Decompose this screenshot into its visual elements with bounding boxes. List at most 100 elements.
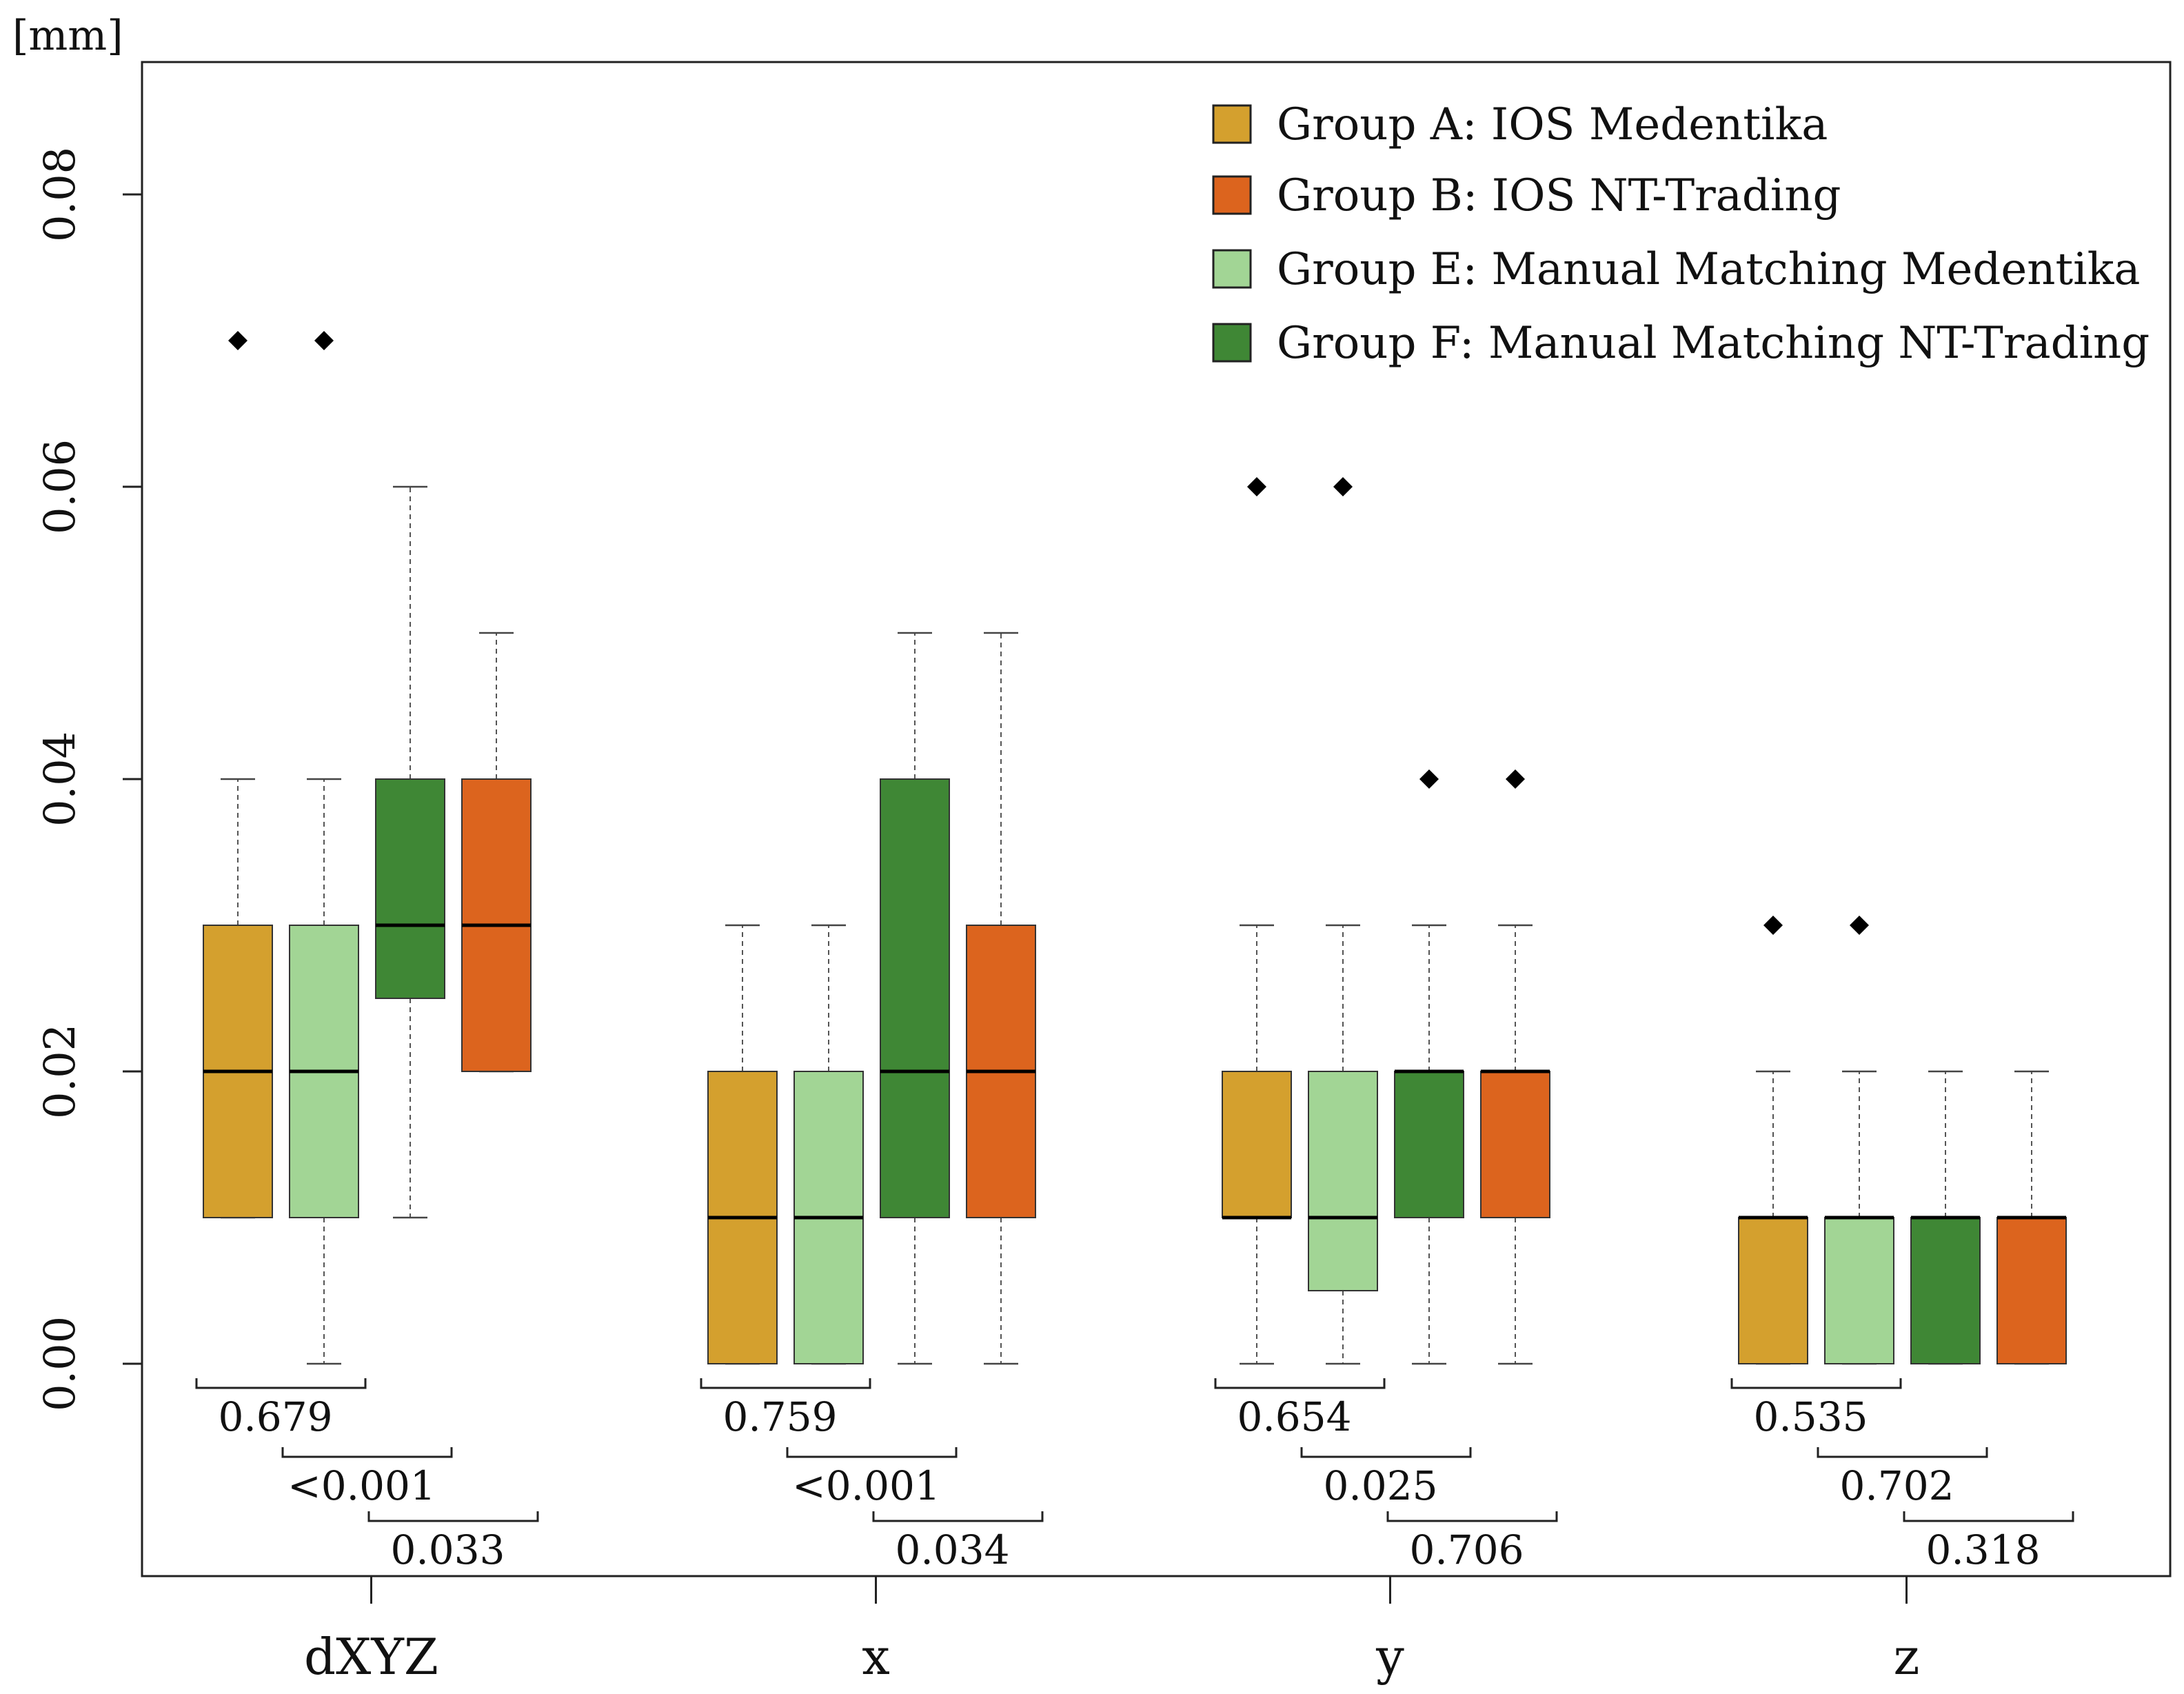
- comparison-bracket: 0.706: [1386, 1511, 1558, 1573]
- comparison-bracket: 0.654: [1214, 1378, 1386, 1440]
- legend-label: Group E: Manual Matching Medentika: [1277, 244, 2141, 295]
- bracket-line: [195, 1378, 367, 1389]
- legend-label: Group B: IOS NT-Trading: [1277, 170, 1841, 221]
- p-value-label: 0.679: [218, 1393, 332, 1440]
- comparison-bracket: 0.034: [872, 1511, 1044, 1573]
- y-axis: 0.00 0.02 0.04 0.06 0.08: [34, 147, 142, 1411]
- category-label: y: [1375, 1628, 1404, 1686]
- p-value-label: 0.034: [895, 1526, 1009, 1573]
- comparison-bracket: 0.702: [1817, 1447, 1988, 1509]
- legend-item: Group F: Manual Matching NT-Trading: [1212, 318, 2150, 369]
- y-unit-label: [mm]: [12, 12, 123, 60]
- legend-swatch: [1212, 104, 1252, 144]
- box-body: [1824, 1217, 1894, 1364]
- legend-item: Group B: IOS NT-Trading: [1212, 170, 1841, 221]
- p-value-label: 0.706: [1409, 1526, 1524, 1573]
- bracket-line: [1903, 1511, 2074, 1522]
- box: [289, 331, 359, 1365]
- p-value-label: 0.654: [1237, 1393, 1351, 1440]
- x-axis: dXYZ x y z: [304, 1576, 1919, 1686]
- p-value-label: 0.702: [1839, 1462, 1954, 1509]
- bracket-line: [1730, 1378, 1902, 1389]
- category-label: z: [1894, 1628, 1920, 1686]
- legend: Group A: IOS Medentika Group B: IOS NT-Tr…: [1212, 99, 2150, 369]
- box-body: [880, 778, 950, 1218]
- bracket-line: [281, 1447, 453, 1458]
- comparison-bracket: 0.025: [1300, 1447, 1472, 1509]
- box: [1394, 769, 1464, 1365]
- y-tick-label: 0.04: [34, 732, 85, 827]
- p-value-label: 0.759: [722, 1393, 837, 1440]
- box: [1308, 477, 1378, 1365]
- box-groups: [203, 331, 2067, 1365]
- comparison-bracket: 0.535: [1730, 1378, 1902, 1440]
- p-value-label: 0.318: [1925, 1526, 2040, 1573]
- legend-swatch: [1212, 323, 1252, 363]
- y-tick-label: 0.00: [34, 1316, 85, 1411]
- legend-swatch: [1212, 175, 1252, 215]
- bracket-line: [1386, 1511, 1558, 1522]
- p-value-label: 0.025: [1323, 1462, 1437, 1509]
- y-tick-label: 0.08: [34, 147, 85, 242]
- outlier-point: [1763, 916, 1783, 935]
- box: [1222, 477, 1292, 1365]
- comparison-bracket: 0.759: [700, 1378, 871, 1440]
- box-body: [1394, 1071, 1464, 1218]
- comparison-bracket: <0.001: [786, 1447, 958, 1509]
- outlier-point: [314, 331, 334, 350]
- box: [1480, 769, 1550, 1365]
- bracket-line: [1214, 1378, 1386, 1389]
- bracket-line: [786, 1447, 958, 1458]
- comparison-bracket: 0.033: [367, 1511, 539, 1573]
- box: [1824, 916, 1894, 1365]
- p-value-brackets: 0.679 <0.001 0.033 0.759 <0.001 0.034 0.654 0.0…: [195, 1378, 2074, 1573]
- category-label: x: [862, 1628, 890, 1686]
- bracket-line: [1300, 1447, 1472, 1458]
- legend-label: Group F: Manual Matching NT-Trading: [1277, 318, 2150, 369]
- box: [707, 924, 778, 1365]
- outlier-point: [228, 331, 247, 350]
- box-body: [1996, 1217, 2067, 1364]
- box: [1910, 1070, 1981, 1365]
- comparison-bracket: <0.001: [281, 1447, 453, 1509]
- comparison-bracket: 0.679: [195, 1378, 367, 1440]
- p-value-label: <0.001: [792, 1462, 940, 1509]
- box-body: [1738, 1217, 1808, 1364]
- category-group: [1738, 916, 2067, 1365]
- box-body: [1480, 1071, 1550, 1218]
- box-body: [1308, 1071, 1378, 1291]
- category-group: [707, 632, 1036, 1365]
- box-body: [1910, 1217, 1981, 1364]
- bracket-line: [367, 1511, 539, 1522]
- category-label: dXYZ: [304, 1628, 438, 1686]
- y-tick-label: 0.06: [34, 439, 85, 534]
- box: [1738, 916, 1808, 1365]
- outlier-point: [1850, 916, 1869, 935]
- outlier-point: [1247, 477, 1266, 496]
- category-group: [1222, 477, 1550, 1365]
- box: [966, 632, 1036, 1365]
- y-tick-label: 0.02: [34, 1024, 85, 1119]
- box: [1996, 1070, 2067, 1365]
- bracket-line: [700, 1378, 871, 1389]
- p-value-label: 0.535: [1753, 1393, 1868, 1440]
- legend-label: Group A: IOS Medentika: [1277, 99, 1828, 150]
- legend-swatch: [1212, 249, 1252, 289]
- plot-frame: [141, 61, 2172, 1577]
- box-body: [375, 778, 445, 999]
- box-body: [1222, 1071, 1292, 1218]
- outlier-point: [1333, 477, 1353, 496]
- p-value-label: <0.001: [287, 1462, 436, 1509]
- box: [880, 632, 950, 1365]
- box: [203, 331, 273, 1219]
- outlier-point: [1506, 769, 1525, 789]
- bracket-line: [872, 1511, 1044, 1522]
- box: [375, 485, 445, 1219]
- box: [461, 632, 532, 1073]
- legend-item: Group E: Manual Matching Medentika: [1212, 244, 2141, 295]
- legend-item: Group A: IOS Medentika: [1212, 99, 1828, 150]
- outlier-point: [1419, 769, 1439, 789]
- p-value-label: 0.033: [390, 1526, 505, 1573]
- comparison-bracket: 0.318: [1903, 1511, 2074, 1573]
